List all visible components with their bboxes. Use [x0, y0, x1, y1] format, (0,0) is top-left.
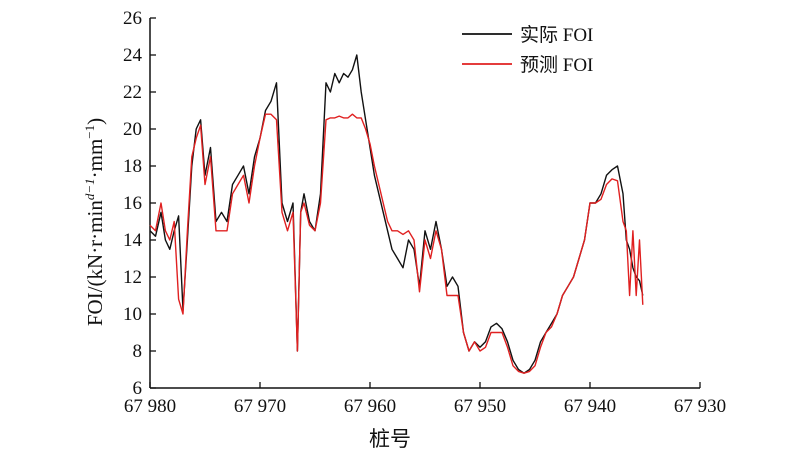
series-line-predicted	[149, 113, 644, 374]
y-tick-label: 22	[123, 82, 142, 103]
y-tick-label: 12	[123, 267, 142, 288]
x-tick-label: 67 940	[564, 396, 616, 417]
y-tick-label: 18	[123, 156, 142, 177]
y-tick-label: 6	[133, 378, 143, 399]
legend: 实际 FOI 预测 FOI	[462, 24, 593, 76]
y-tick-label: 8	[133, 341, 143, 362]
y-axis-title-mid: ·mm	[83, 139, 107, 179]
y-tick-label: 24	[123, 45, 143, 66]
y-tick-label: 10	[123, 304, 142, 325]
y-axis-title-main: FOI/(kN·r·min	[83, 200, 107, 326]
x-axis-title: 桩号	[369, 427, 411, 451]
y-tick-label: 20	[123, 119, 142, 140]
y-axis-title-sup1: d−1	[82, 178, 97, 200]
series-line-actual	[149, 54, 644, 374]
x-tick-label: 67 950	[454, 396, 506, 417]
axes-group: 6 8 10 12 14 16 18 20 22 24 26 67 980 67 970 67 960 67…	[123, 8, 726, 417]
series-layer	[149, 54, 644, 374]
y-tick-label: 26	[123, 8, 142, 29]
legend-label-predicted: 预测 FOI	[520, 54, 593, 76]
y-axis-title-sup2: −1	[82, 125, 97, 139]
y-tick-label: 16	[123, 193, 142, 214]
x-tick-label: 67 930	[674, 396, 726, 417]
legend-label-actual: 实际 FOI	[520, 24, 593, 46]
y-axis-title: FOI/(kN·r·mind−1·mm−1)	[82, 118, 107, 326]
y-tick-label: 14	[123, 230, 143, 251]
x-tick-label: 67 970	[234, 396, 286, 417]
x-tick-label: 67 960	[344, 396, 396, 417]
y-axis-title-end: )	[83, 118, 107, 125]
x-tick-label: 67 980	[124, 396, 176, 417]
